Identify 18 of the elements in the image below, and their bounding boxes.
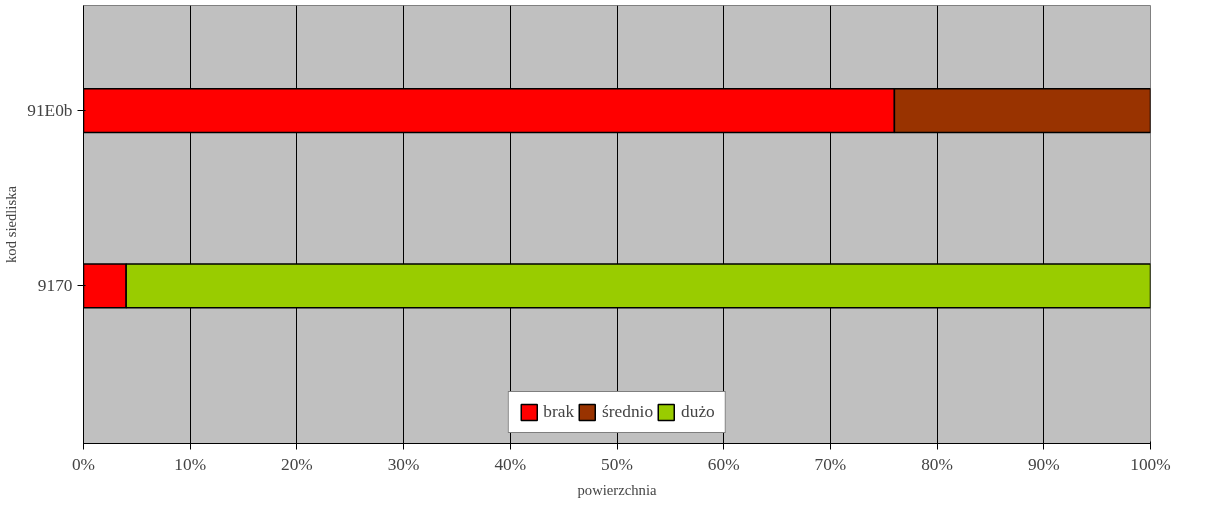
- x-tick-label: 40%: [494, 454, 527, 474]
- legend-label: brak: [543, 402, 575, 422]
- x-tick-label: 70%: [814, 454, 847, 474]
- legend-label: dużo: [681, 402, 715, 422]
- x-tick-label: 20%: [281, 454, 313, 474]
- x-tick-label: 10%: [174, 454, 207, 474]
- x-tick-label: 100%: [1130, 454, 1171, 474]
- legend-label: średnio: [602, 402, 654, 422]
- x-tick-label: 50%: [601, 454, 633, 474]
- x-tick-label: 90%: [1027, 454, 1060, 474]
- y-axis-title: kod siedliska: [3, 185, 20, 263]
- x-axis-title: powierzchnia: [577, 481, 657, 498]
- y-tick-label: 91E0b: [27, 101, 73, 121]
- x-tick-label: 60%: [707, 454, 740, 474]
- x-tick-label: 30%: [387, 454, 420, 474]
- x-tick-label: 80%: [921, 454, 953, 474]
- y-tick-label: 9170: [37, 276, 73, 296]
- x-tick-label: 0%: [71, 454, 96, 474]
